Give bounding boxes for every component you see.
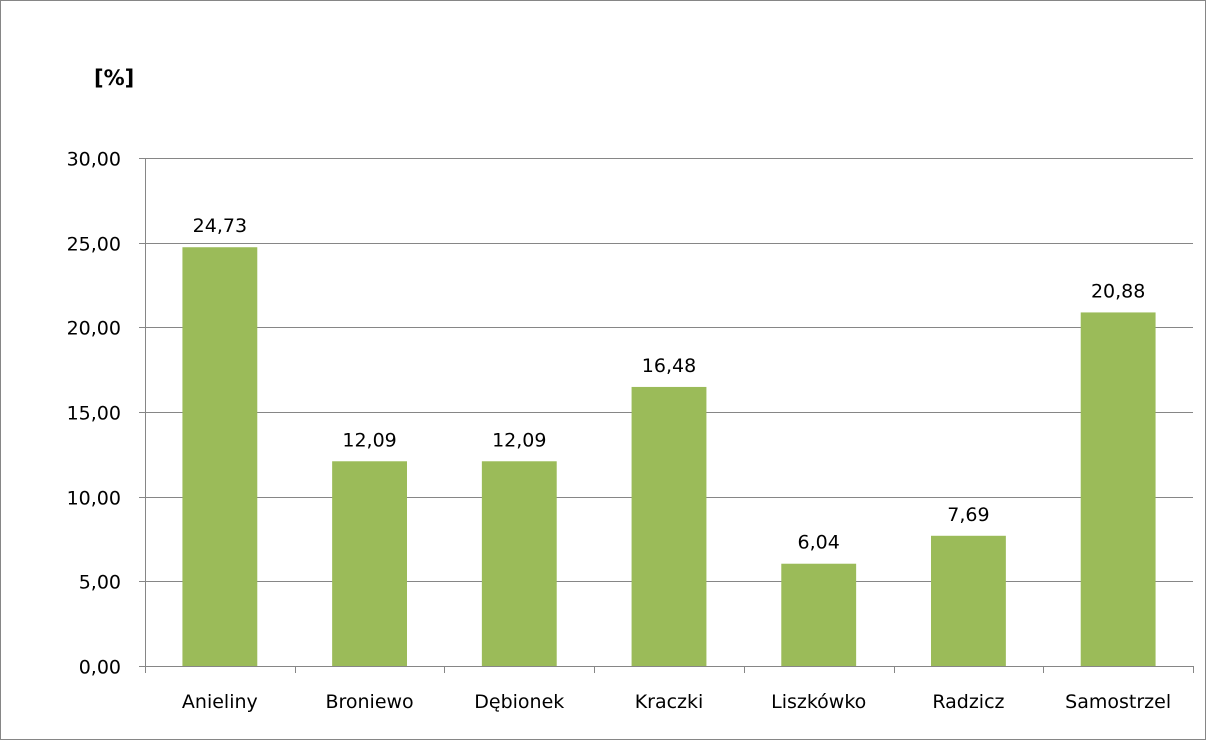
x-tick-label: Dębionek bbox=[474, 691, 564, 713]
x-tick-label: Liszkówko bbox=[771, 691, 866, 713]
x-tick-label: Kraczki bbox=[635, 691, 704, 713]
x-tick-label: Samostrzel bbox=[1065, 691, 1171, 713]
y-tick-label: 10,00 bbox=[67, 488, 121, 510]
x-tick-label: Anieliny bbox=[182, 691, 258, 713]
data-label: 12,09 bbox=[492, 429, 546, 451]
bar bbox=[631, 386, 707, 666]
y-axis-unit-label: [%] bbox=[94, 66, 135, 90]
y-tick-label: 0,00 bbox=[79, 657, 121, 679]
data-label: 12,09 bbox=[342, 429, 396, 451]
data-label: 7,69 bbox=[947, 504, 989, 526]
y-tick-label: 20,00 bbox=[67, 318, 121, 340]
data-label: 6,04 bbox=[798, 532, 840, 554]
bar bbox=[1080, 312, 1156, 666]
bar bbox=[332, 461, 407, 666]
bar bbox=[481, 461, 557, 666]
bar bbox=[781, 563, 857, 666]
bar bbox=[931, 535, 1006, 666]
x-tick-label: Radzicz bbox=[932, 691, 1004, 713]
data-label: 24,73 bbox=[193, 215, 247, 237]
data-label: 20,88 bbox=[1091, 280, 1145, 302]
bar bbox=[182, 247, 258, 667]
y-tick-label: 25,00 bbox=[67, 234, 121, 256]
x-tick-label: Broniewo bbox=[325, 691, 413, 713]
y-tick-label: 5,00 bbox=[79, 572, 121, 594]
data-label: 16,48 bbox=[642, 355, 696, 377]
y-tick-label: 30,00 bbox=[67, 149, 121, 171]
y-tick-label: 15,00 bbox=[67, 403, 121, 425]
